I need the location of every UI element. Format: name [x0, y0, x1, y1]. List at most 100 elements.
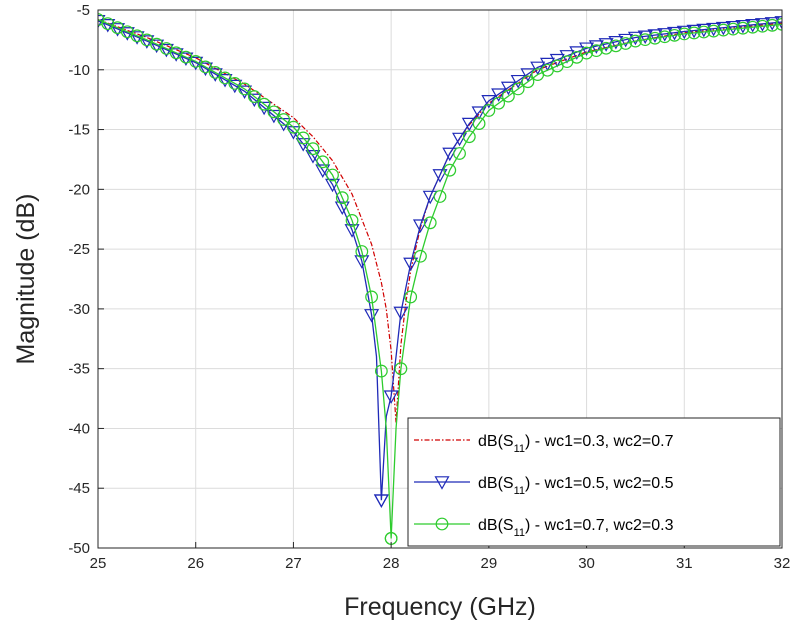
data-point — [589, 44, 603, 58]
x-tick-label: 26 — [187, 555, 204, 572]
data-point — [267, 105, 281, 119]
legend-item: dB(S11) - wc1=0.7, wc2=0.3 — [414, 517, 674, 539]
data-point — [287, 120, 300, 134]
data-point — [500, 81, 516, 96]
y-tick-label: -50 — [68, 540, 90, 557]
series-area — [98, 13, 782, 545]
y-tick-label: -45 — [68, 480, 90, 497]
y-tick-label: -30 — [68, 301, 90, 318]
data-point — [199, 60, 212, 74]
x-tick-label: 28 — [383, 555, 400, 572]
data-point — [246, 93, 262, 108]
x-axis-label: Frequency (GHz) — [344, 593, 536, 621]
series-3 — [98, 13, 782, 545]
data-point — [423, 216, 437, 230]
data-point — [619, 37, 633, 50]
legend-label: dB(S11) - wc1=0.7, wc2=0.3 — [478, 517, 674, 539]
data-point — [452, 132, 468, 147]
data-point — [686, 24, 702, 39]
data-point — [774, 16, 782, 30]
data-point — [726, 22, 740, 36]
data-point — [549, 53, 565, 68]
data-point — [637, 30, 653, 45]
ticks: 25 26 27 28 29 30 31 32 -5 -10 -15 -20 -25 -30 -35 -40 -… — [68, 2, 790, 572]
data-point — [462, 130, 476, 144]
data-point — [736, 21, 750, 35]
data-point — [627, 31, 643, 46]
legend-item: dB(S11) - wc1=0.3, wc2=0.7 — [414, 433, 674, 455]
legend-label: dB(S11) - wc1=0.3, wc2=0.7 — [478, 433, 674, 455]
data-point — [228, 77, 242, 90]
data-point — [657, 28, 673, 42]
data-point — [647, 29, 663, 43]
data-point — [715, 21, 731, 36]
data-point — [629, 34, 642, 48]
data-point — [324, 178, 341, 193]
data-point — [765, 18, 779, 32]
data-point — [335, 191, 349, 205]
data-point — [238, 82, 251, 96]
plot-frame — [97, 9, 783, 549]
y-tick-label: -15 — [68, 122, 90, 139]
data-point — [404, 290, 418, 304]
x-tick-label: 32 — [774, 555, 791, 572]
data-point — [725, 20, 741, 35]
data-point — [580, 46, 593, 60]
y-tick-label: -10 — [68, 62, 90, 79]
data-point — [482, 104, 496, 117]
x-tick-label: 29 — [481, 555, 498, 572]
data-point — [502, 89, 515, 103]
y-tick-label: -25 — [68, 241, 90, 258]
data-point — [588, 40, 604, 54]
data-point — [247, 90, 261, 103]
data-point — [256, 101, 272, 116]
data-point — [316, 155, 330, 169]
data-point — [355, 245, 369, 258]
y-tick-label: -5 — [77, 2, 90, 19]
data-point — [658, 30, 672, 44]
data-point — [638, 33, 652, 47]
x-tick-label: 27 — [285, 555, 302, 572]
data-point — [461, 117, 477, 132]
data-point — [756, 19, 769, 33]
data-point — [403, 257, 419, 272]
series-line — [98, 18, 782, 423]
data-point — [364, 309, 380, 323]
data-point — [433, 190, 447, 203]
data-point — [218, 71, 232, 85]
data-point — [296, 131, 310, 145]
data-point — [668, 28, 681, 42]
data-point — [687, 26, 701, 40]
data-point — [189, 55, 203, 68]
x-tick-label: 31 — [676, 555, 693, 572]
data-point — [598, 38, 614, 52]
legend-marker — [435, 517, 449, 531]
data-point — [648, 31, 662, 45]
y-tick-label: -40 — [68, 420, 90, 437]
data-point — [520, 68, 536, 82]
data-point — [735, 19, 751, 34]
data-point — [745, 19, 761, 33]
data-point — [618, 33, 634, 48]
data-point — [775, 17, 782, 31]
y-tick-label: -35 — [68, 361, 90, 378]
data-point — [442, 147, 458, 162]
data-point — [754, 18, 770, 32]
data-point — [492, 96, 506, 110]
data-point — [697, 25, 711, 39]
series-1 — [98, 18, 782, 423]
data-point — [334, 201, 350, 216]
data-point — [345, 214, 359, 227]
legend-label: dB(S11) - wc1=0.5, wc2=0.5 — [478, 475, 674, 497]
series-line — [98, 18, 782, 539]
data-point — [383, 390, 399, 404]
data-point — [716, 23, 730, 37]
data-point — [305, 150, 321, 164]
legend-marker — [434, 476, 450, 490]
data-point — [257, 97, 271, 111]
data-point — [666, 26, 683, 41]
data-point — [443, 163, 457, 177]
data-point — [414, 249, 427, 263]
data-point — [676, 25, 692, 40]
